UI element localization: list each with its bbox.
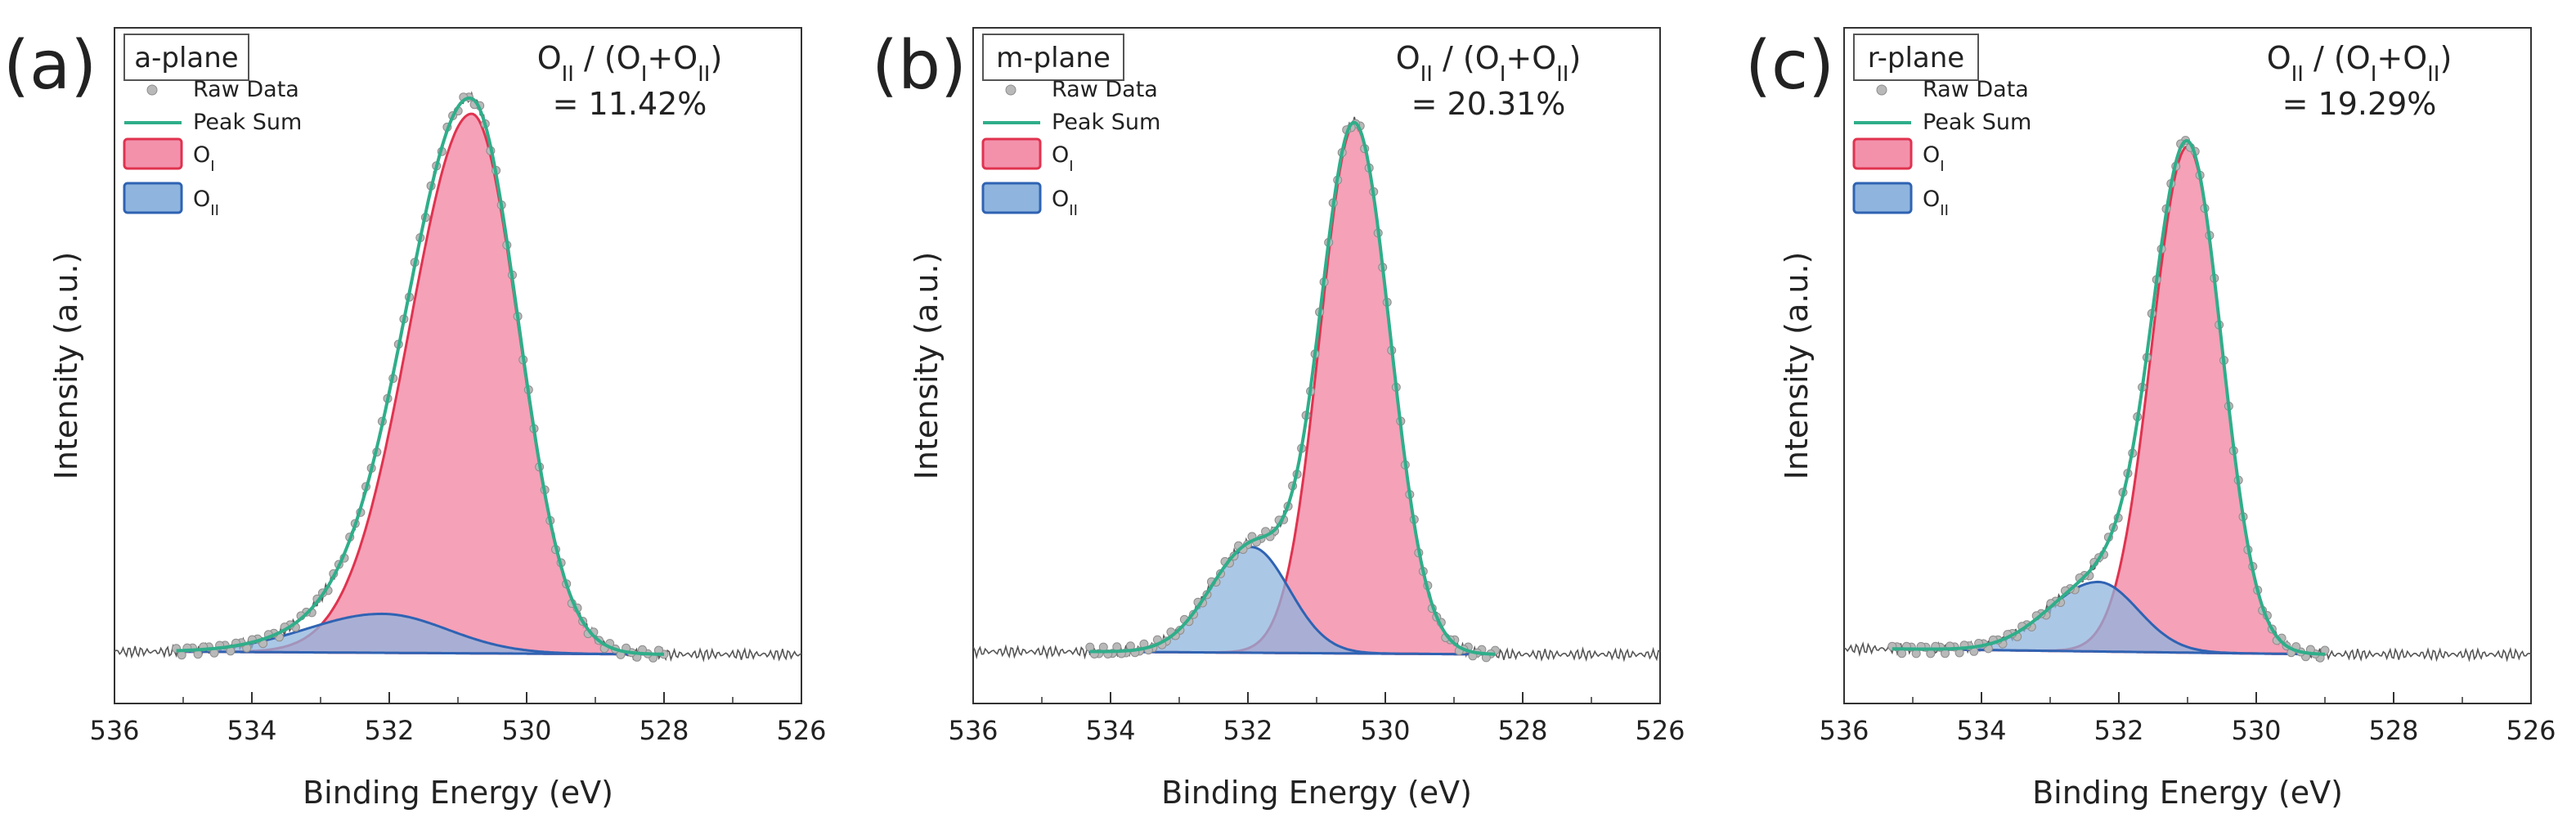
- panel-tag: (b): [872, 27, 967, 105]
- sample-label-box: m-plane: [982, 34, 1124, 81]
- component-oi-area: [1089, 124, 1497, 656]
- legend-raw-marker: [1876, 84, 1887, 96]
- legend-label: OII: [1052, 187, 1078, 219]
- x-tick-label: 532: [364, 715, 414, 746]
- x-axis-label: Binding Energy (eV): [1161, 775, 1472, 811]
- legend-item: OII: [981, 182, 1078, 219]
- sample-label-box: a-plane: [123, 34, 249, 81]
- legend: Raw Data Peak Sum OI OII: [1852, 77, 2031, 219]
- y-axis-label: Intensity (a.u.): [909, 252, 945, 480]
- component-oi-area: [1892, 145, 2327, 656]
- ratio-formula: OII / (OI+OII): [1396, 40, 1582, 87]
- panel-b: (b) 536 534 532 530 528 526 m-plane Raw Data P…: [872, 27, 1685, 811]
- x-tick-label: 536: [948, 715, 998, 746]
- x-tick-label: 528: [1497, 715, 1547, 746]
- x-tick-label: 530: [2231, 715, 2281, 746]
- x-axis-label: Binding Energy (eV): [303, 775, 613, 811]
- legend-item: Raw Data: [146, 77, 299, 102]
- legend-oii-swatch: [123, 182, 183, 214]
- legend-oii-swatch: [981, 182, 1042, 214]
- y-axis-label: Intensity (a.u.): [48, 252, 84, 480]
- legend: Raw Data Peak Sum OI OII: [123, 77, 302, 219]
- legend-oii-swatch: [1852, 182, 1913, 214]
- raw-data-point: [2320, 645, 2330, 655]
- legend-label: Raw Data: [1923, 77, 2029, 102]
- x-tick-label: 530: [1360, 715, 1410, 746]
- sample-label-box: r-plane: [1853, 34, 1979, 81]
- ratio-value: = 20.31%: [1411, 86, 1566, 122]
- panel-c: (c) 536 534 532 530 528 526 r-plane Raw Data P…: [1745, 27, 2556, 811]
- x-tick-label: 526: [1635, 715, 1685, 746]
- ratio-formula: OII / (OI+OII): [537, 40, 723, 87]
- legend-label: OI: [193, 142, 215, 175]
- peak-sum-line: [1892, 139, 2326, 656]
- ratio-annotation: OII / (OI+OII)= 19.29%: [2267, 40, 2453, 122]
- x-axis-label: Binding Energy (eV): [2032, 775, 2343, 811]
- legend-label: Raw Data: [1052, 77, 1158, 102]
- x-tick-label: 526: [776, 715, 826, 746]
- y-axis-label: Intensity (a.u.): [1779, 252, 1815, 480]
- legend-raw-marker: [146, 84, 158, 96]
- x-tick-label: 528: [2368, 715, 2418, 746]
- panel-tag: (a): [3, 27, 96, 105]
- legend-item: OI: [123, 137, 215, 175]
- legend-item: OI: [981, 137, 1074, 175]
- legend-item: Peak Sum: [1854, 110, 2031, 135]
- legend-label: Peak Sum: [1052, 110, 1160, 135]
- x-tick-label: 534: [227, 715, 276, 746]
- sample-label: a-plane: [134, 42, 238, 74]
- legend-raw-marker: [1005, 84, 1016, 96]
- legend: Raw Data Peak Sum OI OII: [981, 77, 1160, 219]
- legend-item: OI: [1852, 137, 1945, 175]
- legend-label: Peak Sum: [193, 110, 302, 135]
- x-tick-label: 534: [1956, 715, 2006, 746]
- x-tick-label: 526: [2506, 715, 2556, 746]
- sample-label: m-plane: [996, 42, 1111, 74]
- x-tick-label: 534: [1085, 715, 1135, 746]
- peak-sum-line: [176, 96, 665, 656]
- x-tick-label: 530: [501, 715, 551, 746]
- ratio-annotation: OII / (OI+OII)= 11.42%: [537, 40, 723, 122]
- legend-oi-swatch: [981, 137, 1042, 170]
- component-oi-area: [176, 112, 666, 656]
- sample-label: r-plane: [1868, 42, 1964, 74]
- x-tick-label: 528: [639, 715, 689, 746]
- peak-sum-line: [1089, 120, 1496, 656]
- legend-item: OII: [1852, 182, 1949, 219]
- legend-label: OII: [193, 187, 219, 219]
- legend-oi-swatch: [1852, 137, 1913, 170]
- legend-item: Peak Sum: [124, 110, 302, 135]
- x-tick-label: 532: [2094, 715, 2143, 746]
- ratio-value: = 11.42%: [553, 86, 707, 122]
- panel-tag: (c): [1745, 27, 1834, 105]
- legend-label: OI: [1923, 142, 1945, 175]
- x-tick-label: 536: [89, 715, 139, 746]
- ratio-value: = 19.29%: [2282, 86, 2437, 122]
- component-oii-area: [1892, 580, 2325, 656]
- legend-label: Peak Sum: [1923, 110, 2031, 135]
- legend-label: Raw Data: [193, 77, 299, 102]
- ratio-annotation: OII / (OI+OII)= 20.31%: [1396, 40, 1582, 122]
- legend-label: OII: [1923, 187, 1949, 219]
- legend-label: OI: [1052, 142, 1074, 175]
- ratio-formula: OII / (OI+OII): [2267, 40, 2453, 87]
- panel-a: (a) 536 534 532 530 528 526 a-plane Raw Data P…: [3, 27, 827, 811]
- x-tick-label: 536: [1819, 715, 1869, 746]
- legend-item: Peak Sum: [983, 110, 1160, 135]
- x-tick-label: 532: [1223, 715, 1272, 746]
- legend-item: Raw Data: [1876, 77, 2029, 102]
- legend-oi-swatch: [123, 137, 183, 170]
- legend-item: OII: [123, 182, 219, 219]
- legend-item: Raw Data: [1005, 77, 1158, 102]
